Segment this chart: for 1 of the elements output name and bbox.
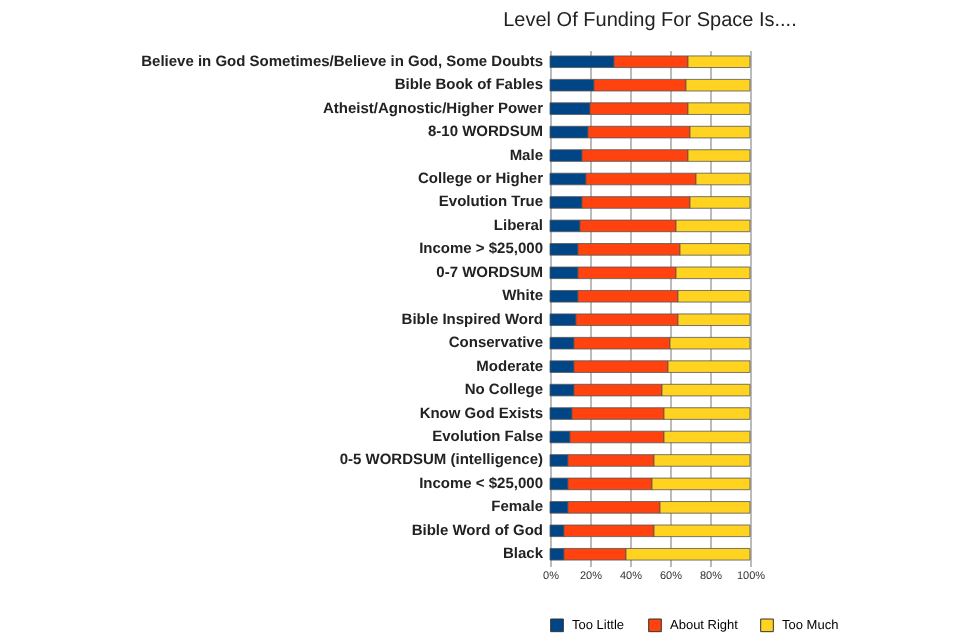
chart-title: Level Of Funding For Space Is.... (503, 10, 797, 32)
